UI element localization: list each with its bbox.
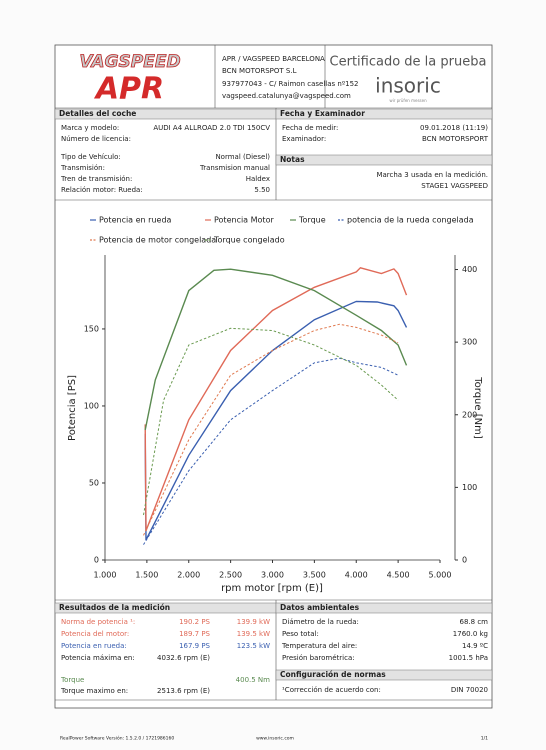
- result-label: Potencia máxima en:: [61, 654, 135, 662]
- row-label: Tren de transmisión:: [60, 175, 132, 183]
- agency-line: BCN MOTORSPOT S.L: [222, 67, 297, 75]
- row-label: Diámetro de la rueda:: [282, 618, 359, 626]
- series-line: [143, 323, 399, 536]
- result-kw: 400.5 Nm: [236, 676, 271, 684]
- logo-top: VAGSPEED: [79, 52, 180, 72]
- result-kw: 139.5 kW: [237, 630, 270, 638]
- footer-software: RealPower Software Versión: 1.5.2.0 / 17…: [60, 735, 174, 742]
- cert-title: Certificado de la prueba: [330, 55, 487, 70]
- row-value: Normal (Diesel): [215, 153, 270, 161]
- legend-entry: potencia de la rueda congelada: [347, 216, 474, 225]
- series-line: [143, 327, 399, 516]
- row-value: 14.9 ºC: [462, 642, 488, 650]
- row-label: Relación motor: Rueda:: [61, 186, 143, 194]
- section-header-bg: [275, 108, 493, 120]
- legend-entry: Potencia en rueda: [99, 216, 172, 225]
- result-ps: 189.7 PS: [179, 630, 210, 638]
- section-header: Resultados de la medición: [59, 603, 170, 612]
- y2-tick-label: 300: [462, 338, 477, 347]
- series-line: [144, 268, 408, 431]
- row-label: Temperatura del aire:: [281, 642, 357, 650]
- x-tick-label: 3.000: [261, 571, 284, 580]
- section-header-bg: [275, 154, 493, 166]
- row-label: Peso total:: [282, 630, 319, 638]
- row-value: AUDI A4 ALLROAD 2.0 TDI 150CV: [153, 124, 270, 132]
- row-label: Tipo de Vehículo:: [60, 153, 121, 161]
- legend-entry: Torque congelado: [213, 236, 285, 245]
- agency-line: APR / VAGSPEED BARCELONA: [222, 55, 325, 63]
- section-header: Detalles del coche: [59, 109, 136, 118]
- y2-tick-label: 0: [462, 556, 467, 565]
- result-ps: 190.2 PS: [179, 618, 210, 626]
- y2-tick-label: 100: [462, 483, 477, 492]
- row-value: 09.01.2018 (11:19): [420, 124, 488, 132]
- row-value: Transmision manual: [199, 164, 270, 172]
- row-value: Haldex: [246, 175, 270, 183]
- section-header-bg: [275, 669, 493, 681]
- y2-tick-label: 200: [462, 410, 477, 419]
- row-label: Presión barométrica:: [282, 654, 355, 662]
- section-header: Fecha y Examinador: [280, 109, 365, 118]
- brand: insoric: [375, 74, 441, 98]
- result-label: Torque maximo en:: [60, 687, 128, 695]
- x-tick-label: 1.500: [135, 571, 158, 580]
- result-label: Potencia en rueda:: [61, 642, 127, 650]
- y2-axis-label: Torque [Nm]: [472, 376, 483, 439]
- row-label: Fecha de medir:: [282, 124, 338, 132]
- series-line: [144, 267, 408, 531]
- result-label: Norma de potencia ¹:: [61, 618, 135, 626]
- row-label: Marca y modelo:: [61, 124, 119, 132]
- footer-page: 1/1: [481, 736, 488, 742]
- y-tick-label: 100: [84, 401, 99, 410]
- result-label: Torque: [60, 676, 84, 684]
- result-ps: 2513.6 rpm (E): [157, 687, 210, 695]
- row-label: Número de licencia:: [61, 135, 131, 143]
- x-tick-label: 5.000: [429, 571, 452, 580]
- row-label: Examinador:: [282, 135, 326, 143]
- legend-entry: Torque: [298, 216, 326, 225]
- agency-line: vagspeed.catalunya@vagspeed.com: [222, 92, 351, 100]
- row-value: 5.50: [254, 186, 270, 194]
- legend-entry: Potencia Motor: [214, 216, 274, 225]
- x-tick-label: 4.500: [387, 571, 410, 580]
- series-line: [144, 300, 408, 541]
- section-header: Notas: [280, 155, 305, 164]
- row-value: DIN 70020: [451, 686, 488, 694]
- row-label: Transmisión:: [60, 164, 105, 172]
- x-tick-label: 4.000: [345, 571, 368, 580]
- result-ps: 4032.6 rpm (E): [157, 654, 210, 662]
- row-value: BCN MOTORSPORT: [422, 135, 489, 143]
- brand-tagline: wir prüfen messen: [389, 98, 427, 103]
- x-tick-label: 2.500: [219, 571, 242, 580]
- y-tick-label: 0: [94, 556, 99, 565]
- section-header: Datos ambientales: [280, 603, 360, 612]
- section-header: Configuración de normas: [280, 670, 386, 679]
- row-label: ¹Corrección de acuerdo con:: [282, 686, 381, 694]
- y-tick-label: 150: [84, 324, 99, 333]
- x-axis-label: rpm motor [rpm (E)]: [221, 583, 323, 594]
- note-line: Marcha 3 usada en la medición.: [376, 171, 488, 179]
- legend-entry: Potencia de motor congelada: [99, 236, 216, 245]
- result-kw: 139.9 kW: [237, 618, 270, 626]
- x-tick-label: 1.000: [94, 571, 117, 580]
- footer-website: www.insoric.com: [256, 736, 294, 742]
- row-value: 1760.0 kg: [453, 630, 488, 638]
- row-value: 68.8 cm: [460, 618, 489, 626]
- y-tick-label: 50: [89, 478, 99, 487]
- result-label: Potencia del motor:: [61, 630, 129, 638]
- section-header-bg: [275, 602, 493, 614]
- y-axis-label: Potencia [PS]: [67, 375, 78, 441]
- agency-line: 937977043 - C/ Raimon casellas nº152: [222, 80, 358, 88]
- note-line: STAGE1 VAGSPEED: [421, 182, 488, 190]
- x-tick-label: 3.500: [303, 571, 326, 580]
- y2-tick-label: 400: [462, 265, 477, 274]
- x-tick-label: 2.000: [177, 571, 200, 580]
- logo-bottom: APR: [94, 72, 164, 107]
- result-ps: 167.9 PS: [179, 642, 210, 650]
- series-line: [143, 357, 399, 545]
- row-value: 1001.5 hPa: [449, 654, 488, 662]
- result-kw: 123.5 kW: [237, 642, 270, 650]
